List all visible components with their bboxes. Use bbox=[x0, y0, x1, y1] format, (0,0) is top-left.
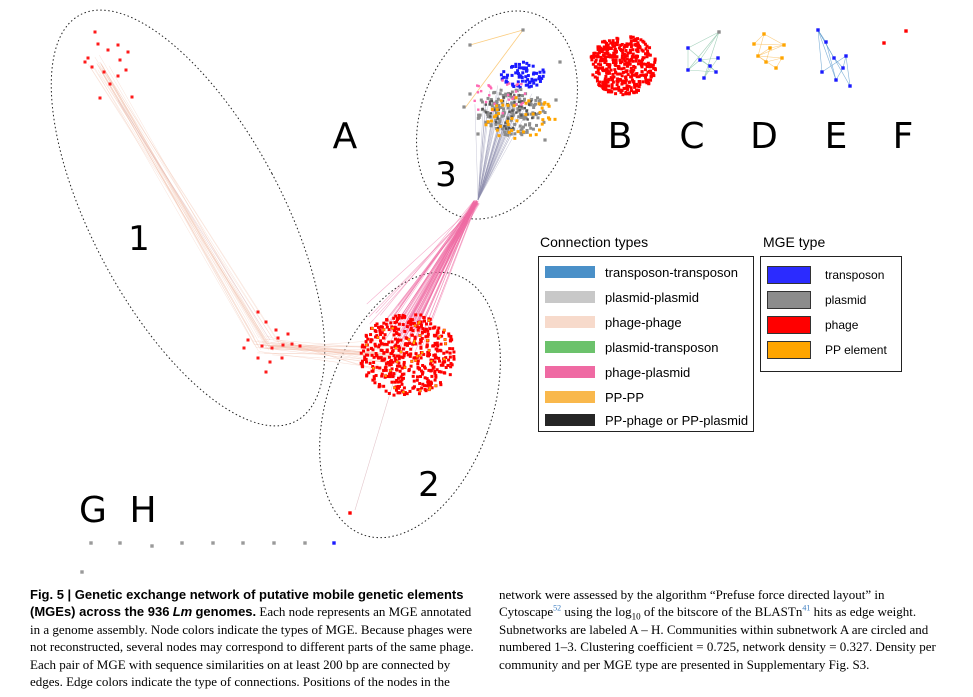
caption-left-column: Fig. 5 | Genetic exchange network of put… bbox=[30, 586, 482, 690]
figure-label: Fig. 5 | Genetic exchange network of put… bbox=[30, 587, 464, 620]
log-subscript: 10 bbox=[631, 612, 641, 622]
community-label-3: 3 bbox=[435, 155, 457, 195]
legend-swatch bbox=[545, 316, 595, 328]
legend-label: phage-phage bbox=[605, 314, 682, 330]
legend-row-pp-phage: PP-phage or PP-plasmid bbox=[545, 412, 749, 428]
legend-swatch bbox=[767, 266, 811, 284]
legend-label: plasmid bbox=[825, 293, 867, 307]
legend-swatch bbox=[545, 266, 595, 278]
legend-row-pp-element: PP element bbox=[767, 341, 887, 359]
legend-swatch bbox=[767, 316, 811, 334]
legend-row-plasmid: plasmid bbox=[767, 291, 866, 309]
subnetwork-label-c: C bbox=[679, 116, 704, 157]
subnetwork-label-e: E bbox=[825, 116, 848, 157]
legend-row-phage: phage bbox=[767, 316, 858, 334]
legend-label: plasmid-transposon bbox=[605, 339, 719, 355]
caption-text: network were assessed by the algorithm “… bbox=[499, 587, 885, 620]
legend-swatch bbox=[545, 414, 595, 426]
caption-right-column: network were assessed by the algorithm “… bbox=[499, 586, 949, 673]
legend-swatch bbox=[545, 366, 595, 378]
legend-label: PP-phage or PP-plasmid bbox=[605, 412, 749, 428]
caption-text: of the bitscore of the BLASTn bbox=[643, 604, 803, 620]
community-1-outline bbox=[50, 9, 326, 427]
caption-text: hits as edge weight. Subnetworks are lab… bbox=[499, 604, 936, 672]
network-nodes bbox=[80, 28, 908, 574]
reference-link[interactable]: 41 bbox=[802, 604, 811, 614]
legend-swatch bbox=[545, 341, 595, 353]
legend-swatch bbox=[545, 391, 595, 403]
legend-label: PP-PP bbox=[605, 389, 645, 405]
mge-legend: transposon plasmid phage PP element bbox=[760, 256, 902, 372]
species-name: Lm bbox=[172, 604, 193, 620]
legend-label: PP element bbox=[825, 343, 887, 357]
legend-label: plasmid-plasmid bbox=[605, 289, 699, 305]
legend-label: transposon bbox=[825, 268, 885, 282]
figure-title-end: genomes. bbox=[195, 604, 257, 620]
legend-label: phage-plasmid bbox=[605, 364, 691, 380]
legend-row-phage-phage: phage-phage bbox=[545, 314, 682, 330]
community-label-1: 1 bbox=[128, 219, 150, 259]
subnetwork-label-f: F bbox=[893, 116, 914, 157]
legend-row-pp-pp: PP-PP bbox=[545, 389, 645, 405]
legend-row-plasmid-plasmid: plasmid-plasmid bbox=[545, 289, 699, 305]
subnetwork-label-g: G bbox=[79, 490, 107, 531]
legend-swatch bbox=[545, 291, 595, 303]
legend-swatch bbox=[767, 341, 811, 359]
legend-label: phage bbox=[825, 318, 859, 332]
legend-swatch bbox=[767, 291, 811, 309]
connection-legend-title: Connection types bbox=[540, 234, 649, 250]
legend-row-transposon-transposon: transposon-transposon bbox=[545, 264, 738, 280]
caption-text: using the log bbox=[564, 604, 632, 620]
legend-row-plasmid-transposon: plasmid-transposon bbox=[545, 339, 719, 355]
caption-text: Each node represents an MGE annotated in… bbox=[30, 604, 474, 690]
subnetwork-label-a: A bbox=[333, 116, 358, 157]
subnetwork-label-h: H bbox=[129, 490, 156, 531]
network-edges bbox=[87, 29, 851, 511]
subnetwork-label-b: B bbox=[608, 116, 633, 157]
subnetwork-label-d: D bbox=[750, 116, 778, 157]
legend-label: transposon-transposon bbox=[605, 264, 738, 280]
legend-row-transposon: transposon bbox=[767, 266, 884, 284]
reference-link[interactable]: 52 bbox=[553, 604, 562, 614]
legend-row-phage-plasmid: phage-plasmid bbox=[545, 364, 691, 380]
community-2-outline bbox=[319, 271, 501, 539]
network-figure: A B C D E F G H 1 2 3 bbox=[50, 9, 914, 574]
community-label-2: 2 bbox=[418, 465, 440, 505]
mge-legend-title: MGE type bbox=[763, 234, 826, 250]
connection-legend: transposon-transposon plasmid-plasmid ph… bbox=[538, 256, 754, 432]
